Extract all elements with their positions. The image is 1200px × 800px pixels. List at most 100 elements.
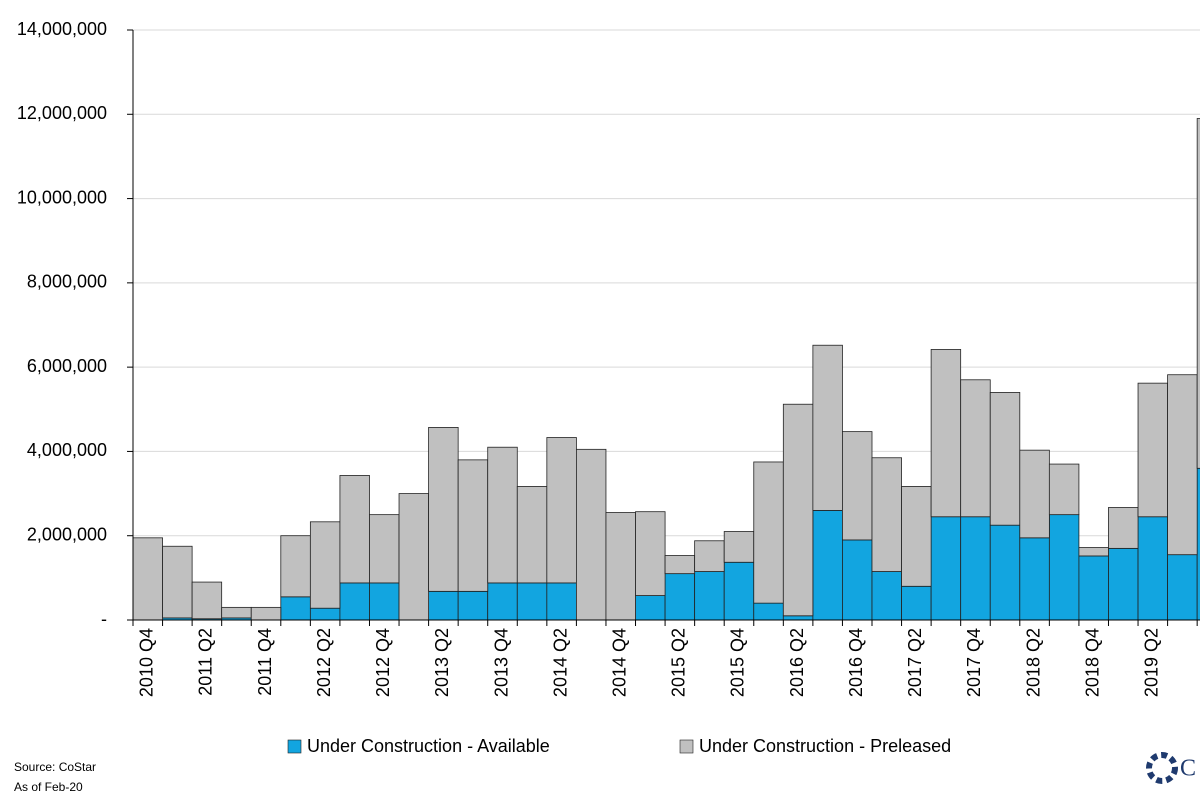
x-tick-label: 2015 Q4 [728, 628, 748, 697]
bar-segment [960, 516, 991, 621]
x-tick-label: 2018 Q4 [1082, 628, 1102, 697]
bar-segment [842, 431, 873, 541]
bar-segment [398, 493, 430, 621]
bar-segment [1048, 463, 1080, 516]
bar-segment [191, 581, 223, 620]
bar-segment [516, 582, 548, 621]
x-tick-label: 2013 Q4 [491, 628, 511, 697]
x-tick-label: 2014 Q4 [609, 628, 629, 697]
bar-segment [723, 531, 755, 563]
logo-text: C [1180, 756, 1196, 782]
bar-segment [457, 459, 489, 592]
bar-segment [1019, 449, 1050, 539]
bar-segment [812, 344, 843, 511]
bar-segment [428, 590, 459, 621]
bar-segment [369, 514, 400, 584]
bar-segment [901, 486, 932, 587]
y-tick-label: 6,000,000 [27, 356, 107, 376]
bar-segment [1078, 555, 1109, 621]
y-tick-label: 12,000,000 [17, 103, 107, 123]
bar-segment [250, 606, 282, 621]
x-tick-label: 2012 Q2 [314, 628, 334, 697]
bar-segment [753, 461, 784, 604]
bar-segment [1048, 514, 1080, 621]
bar-segment [842, 539, 873, 621]
x-tick-label: 2017 Q2 [905, 628, 925, 697]
bar-segment [1019, 537, 1050, 621]
x-tick-label: 2017 Q4 [964, 628, 984, 697]
bar-segment [960, 379, 991, 518]
bar-segment [694, 540, 725, 572]
legend-swatch [679, 739, 694, 754]
y-tick-label: 14,000,000 [17, 19, 107, 39]
date-note: As of Feb-20 [14, 780, 83, 794]
source-note: Source: CoStar [14, 760, 96, 774]
bar-segment [694, 571, 725, 621]
bar-segment [635, 511, 666, 596]
bar-segment [753, 602, 784, 621]
bar-segment [1167, 554, 1198, 621]
bar-segment [280, 596, 311, 621]
bar-segment [930, 516, 962, 621]
bar-segment [428, 427, 459, 592]
bar-segment [1137, 516, 1169, 621]
bar-segment [221, 606, 252, 619]
bar-segment [664, 555, 696, 575]
y-tick-label: 4,000,000 [27, 440, 107, 460]
legend-label: Under Construction - Preleased [699, 736, 951, 756]
bar-segment [546, 582, 577, 621]
bar-segment [871, 457, 902, 572]
bar-segment [546, 437, 577, 584]
bar-segment [1078, 547, 1109, 557]
bar-segment [457, 590, 489, 621]
x-tick-label: 2012 Q4 [373, 628, 393, 697]
bar-segment [1108, 547, 1139, 621]
bar-segment [309, 521, 341, 609]
bar-segment [280, 535, 311, 598]
bar-segment [576, 448, 607, 621]
bar-segment [487, 582, 518, 621]
x-tick-label: 2018 Q2 [1023, 628, 1043, 697]
bar-segment [901, 585, 932, 621]
bar-segment [635, 595, 666, 621]
bar-segment [989, 392, 1021, 526]
bar-segment [723, 561, 755, 621]
legend-label: Under Construction - Available [307, 736, 550, 756]
bar-segment [812, 510, 843, 621]
bar-segment [871, 571, 902, 621]
x-tick-label: 2014 Q2 [550, 628, 570, 697]
logo-icon [1146, 752, 1178, 784]
bar-segment [664, 573, 696, 621]
y-tick-label: - [101, 609, 107, 629]
bar-segment [339, 475, 370, 584]
x-tick-label: 2019 Q2 [1142, 628, 1162, 697]
x-tick-label: 2011 Q2 [196, 628, 216, 696]
y-tick-label: 10,000,000 [17, 187, 107, 207]
bar-segment [1137, 382, 1169, 518]
bar-segment [989, 524, 1021, 621]
bar-segment [930, 349, 962, 518]
x-tick-label: 2016 Q2 [787, 628, 807, 697]
bar-segment [369, 582, 400, 621]
x-tick-label: 2010 Q4 [137, 628, 157, 697]
bar-segment [339, 582, 370, 621]
x-tick-label: 2015 Q2 [669, 628, 689, 697]
legend-swatch [287, 739, 302, 754]
bar-segment [1167, 374, 1198, 556]
x-tick-label: 2011 Q4 [255, 628, 275, 696]
bar-segment [605, 512, 636, 621]
bar-segment [487, 446, 518, 584]
bar-segment [782, 615, 814, 621]
bar-segment [309, 607, 341, 621]
bar-segment [782, 403, 814, 617]
y-tick-label: 8,000,000 [27, 272, 107, 292]
y-tick-label: 2,000,000 [27, 524, 107, 544]
bar-segment [1108, 507, 1139, 549]
x-tick-label: 2013 Q2 [432, 628, 452, 697]
bar-segment [1196, 118, 1200, 469]
bar-segment [162, 545, 193, 619]
x-tick-label: 2016 Q4 [846, 628, 866, 697]
bar-segment [516, 486, 548, 584]
